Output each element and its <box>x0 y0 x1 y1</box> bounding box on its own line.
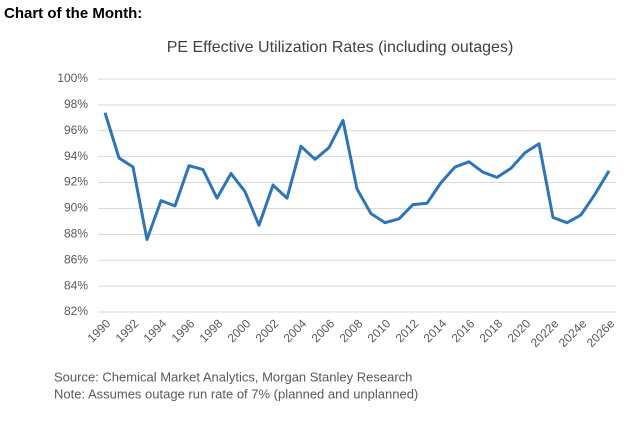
x-tick-label: 2006 <box>309 316 338 345</box>
x-tick-label: 2004 <box>281 316 310 345</box>
x-tick-label: 2026e <box>584 316 618 350</box>
chart-title: PE Effective Utilization Rates (includin… <box>167 39 514 56</box>
y-tick-label: 90% <box>64 201 88 215</box>
y-tick-label: 86% <box>64 252 88 266</box>
y-tick-label: 92% <box>64 175 88 189</box>
y-tick-label: 98% <box>64 97 88 111</box>
page-header: Chart of the Month: <box>4 5 142 22</box>
x-tick-label: 2010 <box>365 316 394 345</box>
x-tick-label: 2022e <box>528 316 562 350</box>
x-tick-label: 2012 <box>393 316 422 345</box>
x-tick-label: 2018 <box>477 316 506 345</box>
x-tick-label: 1992 <box>113 316 142 345</box>
x-tick-label: 1994 <box>141 316 170 345</box>
y-tick-label: 100% <box>57 71 88 85</box>
x-tick-label: 2000 <box>225 316 254 345</box>
x-tick-label: 2002 <box>253 316 282 345</box>
x-tick-label: 2024e <box>556 316 590 350</box>
y-tick-label: 82% <box>64 304 88 318</box>
x-tick-label: 1998 <box>197 316 226 345</box>
source-note: Source: Chemical Market Analytics, Morga… <box>54 369 412 384</box>
y-tick-label: 94% <box>64 149 88 163</box>
x-tick-label: 1990 <box>85 316 114 345</box>
y-tick-label: 96% <box>64 123 88 137</box>
y-tick-label: 84% <box>64 278 88 292</box>
x-tick-label: 2008 <box>337 316 366 345</box>
y-tick-label: 88% <box>64 227 88 241</box>
footnote: Note: Assumes outage run rate of 7% (pla… <box>54 386 418 401</box>
x-tick-label: 1996 <box>169 316 198 345</box>
x-tick-label: 2014 <box>421 316 450 345</box>
x-tick-label: 2016 <box>449 316 478 345</box>
data-line <box>103 112 611 241</box>
